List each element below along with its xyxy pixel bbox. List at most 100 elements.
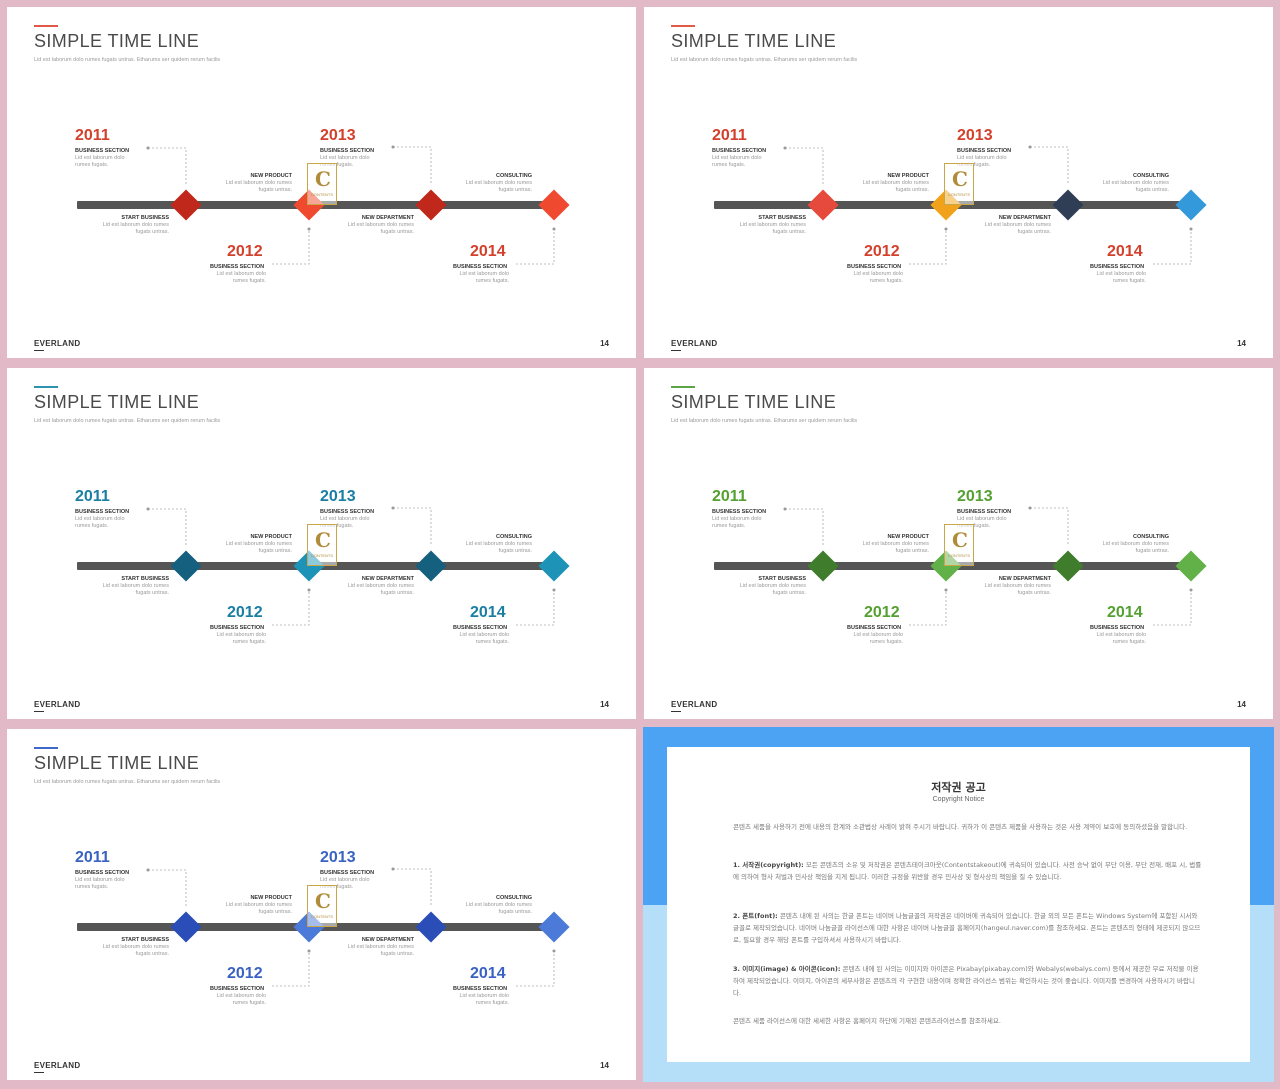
connector-2012 bbox=[272, 951, 310, 987]
milestone-diamond-1 bbox=[807, 550, 839, 582]
desc-2014: Lid est laborum dolo rumes fugats. bbox=[459, 632, 509, 645]
timeline-slide-1: SIMPLE TIME LINE Lid est laborum dolo ru… bbox=[7, 7, 636, 358]
slide-subtitle: Lid est laborum dolo rumes fugats untras… bbox=[671, 418, 858, 424]
label-consulting: CONSULTING bbox=[1133, 534, 1169, 540]
notice-font-heading: 2. 폰트(font): bbox=[733, 912, 778, 920]
label-start-business: START BUSINESS bbox=[121, 937, 169, 943]
year-2012: 2012 bbox=[227, 604, 263, 621]
label-business-section-2014: BUSINESS SECTION bbox=[453, 625, 508, 631]
year-2011: 2011 bbox=[712, 488, 747, 505]
slide-subtitle: Lid est laborum dolo rumes fugats untras… bbox=[34, 418, 221, 424]
label-business-section-2013: BUSINESS SECTION bbox=[320, 509, 375, 515]
desc-consulting: Lid est laborum dolo rumes fugats untras… bbox=[465, 180, 532, 193]
connector-dot-2013 bbox=[1028, 145, 1032, 149]
label-new-department: NEW DEPARTMENT bbox=[361, 937, 414, 943]
label-business-section-2012: BUSINESS SECTION bbox=[210, 625, 265, 631]
desc-consulting: Lid est laborum dolo rumes fugats untras… bbox=[1102, 180, 1169, 193]
label-new-department: NEW DEPARTMENT bbox=[361, 215, 414, 221]
desc-new-department: Lid est laborum dolo rumes fugats untras… bbox=[347, 944, 414, 957]
label-consulting: CONSULTING bbox=[1133, 173, 1169, 179]
timeline-slide-2: SIMPLE TIME LINE Lid est laborum dolo ru… bbox=[644, 7, 1273, 358]
year-2012: 2012 bbox=[227, 243, 263, 260]
year-2013: 2013 bbox=[957, 127, 993, 144]
year-2013: 2013 bbox=[320, 488, 356, 505]
desc-2011: Lid est laborum dolo rumes fugats. bbox=[712, 516, 762, 529]
connector-dot-2011 bbox=[146, 868, 150, 872]
label-business-section-2011: BUSINESS SECTION bbox=[712, 148, 767, 154]
connector-2013 bbox=[393, 146, 432, 185]
connector-dot-2012 bbox=[944, 588, 948, 592]
notice-subtitle: Copyright Notice bbox=[932, 796, 985, 803]
year-2011: 2011 bbox=[75, 127, 110, 144]
label-consulting: CONSULTING bbox=[496, 895, 532, 901]
notice-paragraph-font: 2. 폰트(font): 콘텐츠 내에 된 사의는 한글 폰트는 네이버 나눔글… bbox=[733, 910, 1203, 946]
connector-dot-2014 bbox=[552, 949, 556, 953]
connector-2012 bbox=[909, 229, 947, 265]
footer-underline bbox=[34, 350, 44, 351]
desc-2011: Lid est laborum dolo rumes fugats. bbox=[712, 155, 762, 168]
connector-2013 bbox=[1030, 507, 1069, 546]
slide-title: SIMPLE TIME LINE bbox=[671, 31, 837, 51]
desc-2011: Lid est laborum dolo rumes fugats. bbox=[75, 516, 125, 529]
connector-2011 bbox=[148, 147, 187, 185]
connector-dot-2012 bbox=[307, 588, 311, 592]
page-number: 14 bbox=[600, 1061, 609, 1070]
label-consulting: CONSULTING bbox=[496, 173, 532, 179]
label-business-section-2012: BUSINESS SECTION bbox=[847, 264, 902, 270]
label-new-product: NEW PRODUCT bbox=[887, 173, 929, 179]
title-accent-line bbox=[34, 386, 58, 388]
desc-new-product: Lid est laborum dolo rumes fugats untras… bbox=[225, 180, 292, 193]
desc-2014: Lid est laborum dolo rumes fugats. bbox=[1096, 271, 1146, 284]
label-business-section-2011: BUSINESS SECTION bbox=[75, 148, 130, 154]
year-2012: 2012 bbox=[864, 604, 900, 621]
label-business-section-2014: BUSINESS SECTION bbox=[453, 986, 508, 992]
notice-copyright-body: 모든 콘텐츠의 소유 및 저작권은 콘텐츠테이크아웃(Contentstakeo… bbox=[733, 861, 1202, 881]
connector-dot-2013 bbox=[391, 867, 395, 871]
label-new-product: NEW PRODUCT bbox=[887, 534, 929, 540]
milestone-diamond-1 bbox=[170, 550, 202, 582]
page-number: 14 bbox=[1237, 339, 1246, 348]
year-2014: 2014 bbox=[470, 965, 506, 982]
desc-consulting: Lid est laborum dolo rumes fugats untras… bbox=[465, 541, 532, 554]
year-2011: 2011 bbox=[75, 488, 110, 505]
connector-dot-2011 bbox=[783, 146, 787, 150]
year-2012: 2012 bbox=[227, 965, 263, 982]
desc-2014: Lid est laborum dolo rumes fugats. bbox=[459, 993, 509, 1006]
slide-title: SIMPLE TIME LINE bbox=[34, 31, 200, 51]
desc-new-department: Lid est laborum dolo rumes fugats untras… bbox=[984, 222, 1051, 235]
connector-2014 bbox=[516, 951, 555, 987]
connector-dot-2012 bbox=[944, 227, 948, 231]
label-new-department: NEW DEPARTMENT bbox=[998, 576, 1051, 582]
timeline-graphic bbox=[714, 506, 1207, 626]
slide-subtitle: Lid est laborum dolo rumes fugats untras… bbox=[671, 57, 858, 63]
milestone-diamond-1 bbox=[170, 911, 202, 943]
label-new-product: NEW PRODUCT bbox=[250, 173, 292, 179]
milestone-diamond-4 bbox=[1175, 189, 1207, 221]
connector-2011 bbox=[148, 869, 187, 907]
milestone-diamond-3 bbox=[415, 550, 447, 582]
connector-2012 bbox=[272, 229, 310, 265]
connector-dot-2011 bbox=[783, 507, 787, 511]
footer-underline bbox=[34, 711, 44, 712]
desc-new-product: Lid est laborum dolo rumes fugats untras… bbox=[862, 180, 929, 193]
slide-title: SIMPLE TIME LINE bbox=[34, 753, 200, 773]
label-business-section-2013: BUSINESS SECTION bbox=[957, 148, 1012, 154]
timeline-graphic bbox=[77, 506, 570, 626]
milestone-diamond-3 bbox=[1052, 189, 1084, 221]
desc-2012: Lid est laborum dolo rumes fugats. bbox=[216, 632, 266, 645]
label-new-department: NEW DEPARTMENT bbox=[998, 215, 1051, 221]
connector-2014 bbox=[516, 229, 555, 265]
connector-2011 bbox=[148, 508, 187, 546]
milestone-diamond-3 bbox=[415, 911, 447, 943]
slide-subtitle: Lid est laborum dolo rumes fugats untras… bbox=[34, 57, 221, 63]
connector-dot-2014 bbox=[1189, 227, 1193, 231]
footer-underline bbox=[671, 350, 681, 351]
connector-dot-2014 bbox=[1189, 588, 1193, 592]
desc-new-department: Lid est laborum dolo rumes fugats untras… bbox=[347, 583, 414, 596]
copyright-notice-panel: 저작권 공고 Copyright Notice 콘텐츠 세품을 사용하기 전에 … bbox=[643, 727, 1274, 1082]
page-number: 14 bbox=[600, 339, 609, 348]
label-start-business: START BUSINESS bbox=[758, 215, 806, 221]
label-business-section-2014: BUSINESS SECTION bbox=[1090, 625, 1145, 631]
label-business-section-2011: BUSINESS SECTION bbox=[712, 509, 767, 515]
connector-dot-2011 bbox=[146, 507, 150, 511]
